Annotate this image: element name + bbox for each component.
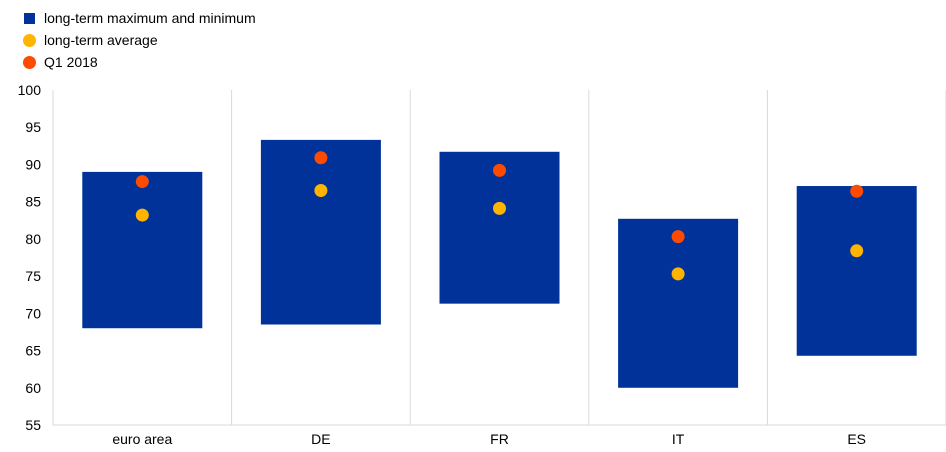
q1-2018-point: [671, 230, 685, 244]
y-tick-label: 55: [25, 417, 41, 433]
y-tick-label: 90: [25, 156, 41, 172]
range-bar: [260, 139, 381, 325]
legend-item-q1-2018: Q1 2018: [23, 51, 256, 73]
q1-2018-point: [135, 175, 149, 189]
legend-item-average: long-term average: [23, 29, 256, 51]
y-tick-label: 85: [25, 194, 41, 210]
legend-dot-icon: [23, 33, 36, 47]
average-point: [850, 244, 864, 258]
y-tick-label: 60: [25, 380, 41, 396]
average-point: [493, 201, 506, 215]
x-tick-label: DE: [311, 431, 330, 447]
y-tick-label: 100: [18, 82, 42, 98]
legend-label-q1-2018: Q1 2018: [44, 54, 98, 70]
legend-item-range: long-term maximum and minimum: [24, 7, 256, 29]
y-tick-label: 80: [25, 231, 41, 247]
x-tick-label: FR: [490, 431, 509, 447]
x-tick-label: IT: [672, 431, 685, 447]
x-tick-label: ES: [847, 431, 866, 447]
range-bar: [796, 186, 917, 356]
average-point: [135, 208, 149, 222]
range-bar: [82, 171, 203, 329]
legend-label-range: long-term maximum and minimum: [44, 10, 256, 26]
q1-2018-point: [314, 151, 328, 165]
average-point: [671, 267, 685, 281]
legend-label-average: long-term average: [44, 32, 158, 48]
legend-dot-icon: [23, 55, 36, 69]
range-bar: [618, 218, 739, 388]
q1-2018-point: [493, 163, 506, 177]
x-tick-label: euro area: [112, 431, 172, 447]
legend-square-icon: [24, 12, 35, 24]
y-tick-label: 75: [25, 268, 41, 284]
legend: long-term maximum and minimum long-term …: [23, 7, 256, 73]
y-tick-label: 95: [25, 119, 41, 135]
y-tick-label: 70: [25, 305, 41, 321]
range-bar: [439, 151, 560, 304]
q1-2018-point: [850, 184, 864, 198]
average-point: [314, 184, 328, 197]
y-tick-label: 65: [25, 343, 41, 359]
